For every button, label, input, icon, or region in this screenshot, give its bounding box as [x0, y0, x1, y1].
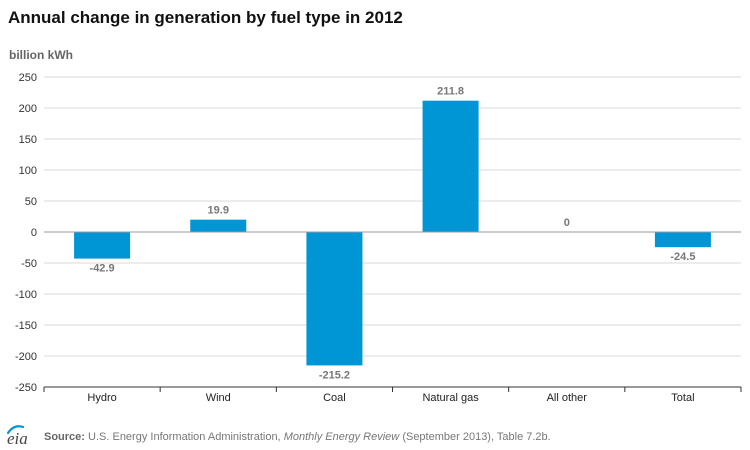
data-label: 0 [564, 217, 570, 229]
x-axis [43, 231, 742, 392]
y-tick-label: 50 [25, 196, 37, 208]
bar [306, 232, 363, 366]
y-tick-label: -150 [15, 320, 37, 332]
y-tick-label: -200 [15, 351, 37, 363]
data-labels: -42.9 19.9 -215.2 211.8 0 -24.5 [90, 86, 696, 382]
bars [74, 100, 711, 366]
data-label: -215.2 [319, 369, 350, 381]
x-tick-label: All other [547, 392, 588, 404]
bar [190, 219, 247, 232]
chart-title: Annual change in generation by fuel type… [8, 8, 403, 27]
eia-logo-icon: eia [6, 425, 28, 446]
x-tick-label: Total [671, 392, 694, 404]
source-publication: Monthly Energy Review [283, 431, 400, 443]
y-tick-label: 0 [31, 227, 37, 239]
y-tick-label: -250 [15, 382, 37, 394]
source-text: U.S. Energy Information Administration, [88, 431, 281, 443]
bar [74, 232, 131, 259]
source-note: Source: U.S. Energy Information Administ… [44, 431, 551, 443]
data-label: 211.8 [437, 86, 464, 98]
footer: eia Source: U.S. Energy Information Admi… [6, 422, 744, 446]
y-tick-label: -50 [21, 258, 37, 270]
data-label: 19.9 [208, 205, 229, 217]
y-axis-unit-label: billion kWh [9, 48, 73, 62]
y-tick-label: -100 [15, 289, 37, 301]
bar [654, 232, 711, 248]
data-label: -24.5 [670, 251, 695, 263]
x-tick-label: Natural gas [422, 392, 479, 404]
y-tick-label: 200 [19, 103, 37, 115]
y-tick-label: 250 [19, 72, 37, 84]
x-tick-label: Coal [323, 392, 346, 404]
bar-chart: 250 200 150 100 50 0 -50 -100 -150 -200 -250 -42.9… [15, 72, 742, 404]
x-axis-ticks: Hydro Wind Coal Natural gas All other Total [87, 392, 694, 404]
svg-text:eia: eia [7, 429, 28, 446]
x-tick-label: Hydro [87, 392, 116, 404]
data-label: -42.9 [90, 263, 115, 275]
y-tick-label: 100 [19, 165, 37, 177]
source-detail: (September 2013), Table 7.2b. [402, 431, 551, 443]
x-tick-label: Wind [206, 392, 231, 404]
source-label: Source: [44, 431, 85, 443]
y-tick-label: 150 [19, 134, 37, 146]
bar [422, 100, 479, 233]
y-axis-ticks: 250 200 150 100 50 0 -50 -100 -150 -200 -250 [15, 72, 37, 394]
